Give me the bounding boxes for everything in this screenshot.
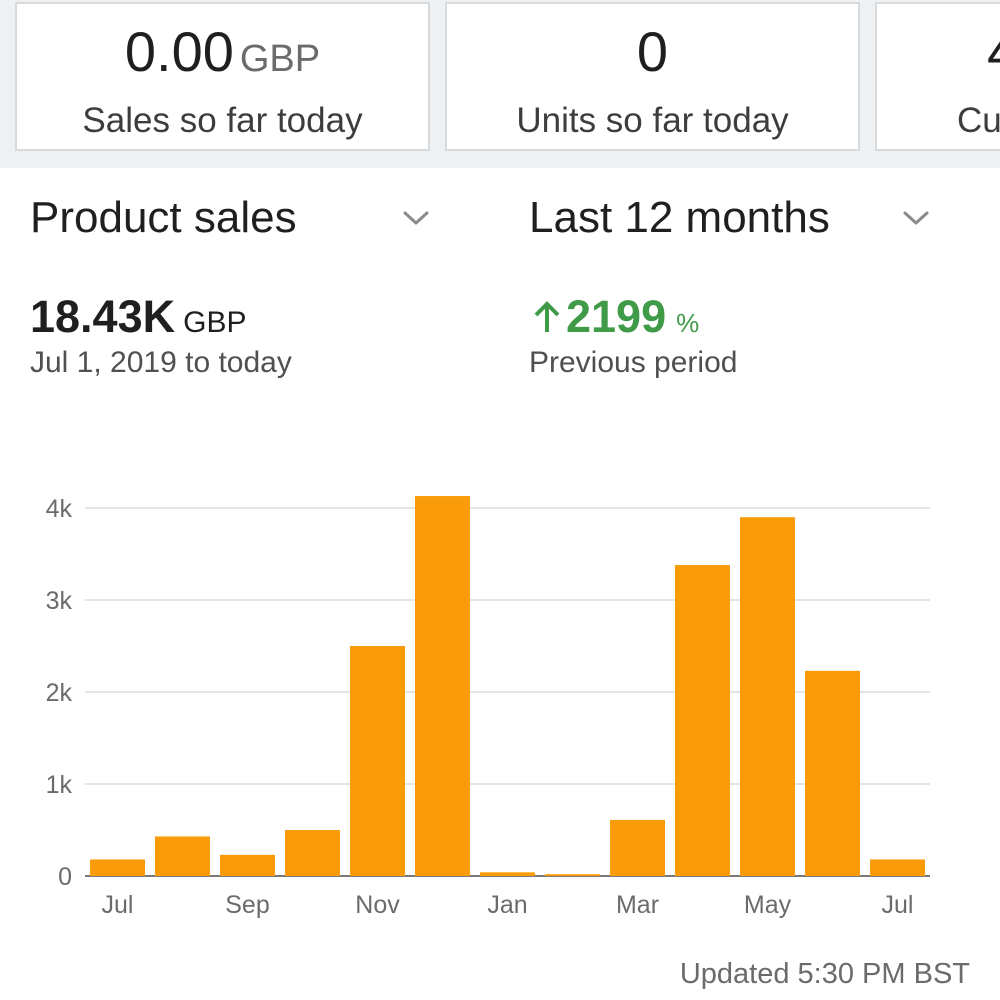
sales-today-card[interactable]: 0.00 GBP Sales so far today [15, 2, 430, 151]
sales-today-label: Sales so far today [82, 101, 363, 140]
x-tick-label: Jan [487, 891, 527, 919]
x-tick-label: Jul [102, 891, 134, 919]
bar [90, 859, 145, 876]
metric-dropdown-label: Product sales [30, 193, 297, 242]
y-tick-label: 4k [46, 495, 73, 523]
summary-cards: 0.00 GBP Sales so far today 0 Units so fa… [0, 0, 1000, 168]
y-tick-label: 2k [46, 679, 73, 707]
x-tick-label: Sep [225, 891, 269, 919]
previous-period-label: Previous period [529, 346, 738, 379]
bar [480, 872, 535, 876]
bar [415, 496, 470, 876]
period-change-value: 2199% [532, 294, 699, 339]
bar [350, 646, 405, 876]
y-tick-label: 0 [58, 863, 72, 891]
total-sales-unit: GBP [183, 306, 247, 339]
x-tick-label: May [744, 891, 792, 919]
chevron-down-icon [403, 211, 429, 225]
total-sales-value: 18.43K GBP [30, 291, 247, 342]
x-tick-label: Mar [616, 891, 659, 919]
product-sales-chart: 0 1k 2k 3k 4k Jul Sep Nov Jan Mar May Jul [46, 495, 930, 919]
bar [220, 854, 275, 876]
x-tick-label: Nov [355, 891, 400, 919]
arrow-up-icon [534, 301, 560, 332]
bar [155, 836, 210, 876]
y-tick-label: 1k [46, 771, 73, 799]
period-dropdown[interactable]: Last 12 months [529, 170, 949, 260]
period-dropdown-label: Last 12 months [529, 193, 830, 242]
updated-timestamp: Updated 5:30 PM BST [679, 958, 970, 990]
bar [740, 517, 795, 876]
metric-dropdown[interactable]: Product sales [30, 170, 450, 260]
bar [285, 830, 340, 876]
bar [870, 859, 925, 876]
x-tick-label: Jul [882, 891, 914, 919]
bar [545, 874, 600, 876]
sales-today-value: 0.00 GBP [124, 20, 321, 83]
third-card-value: 4 [987, 24, 1000, 80]
third-card-label: Cu [957, 101, 1000, 140]
units-today-value: 0 [636, 20, 669, 83]
period-change-unit: % [676, 308, 700, 338]
date-range-label: Jul 1, 2019 to today [30, 346, 292, 379]
chevron-down-icon [903, 211, 929, 225]
bar [675, 565, 730, 876]
sales-today-unit: GBP [239, 38, 321, 80]
bar [805, 670, 860, 876]
units-today-label: Units so far today [516, 101, 789, 140]
bar [610, 819, 665, 876]
units-today-card[interactable]: 0 Units so far today [445, 2, 860, 151]
third-summary-card[interactable]: 4 Cu [875, 2, 1000, 151]
y-tick-label: 3k [46, 587, 73, 615]
